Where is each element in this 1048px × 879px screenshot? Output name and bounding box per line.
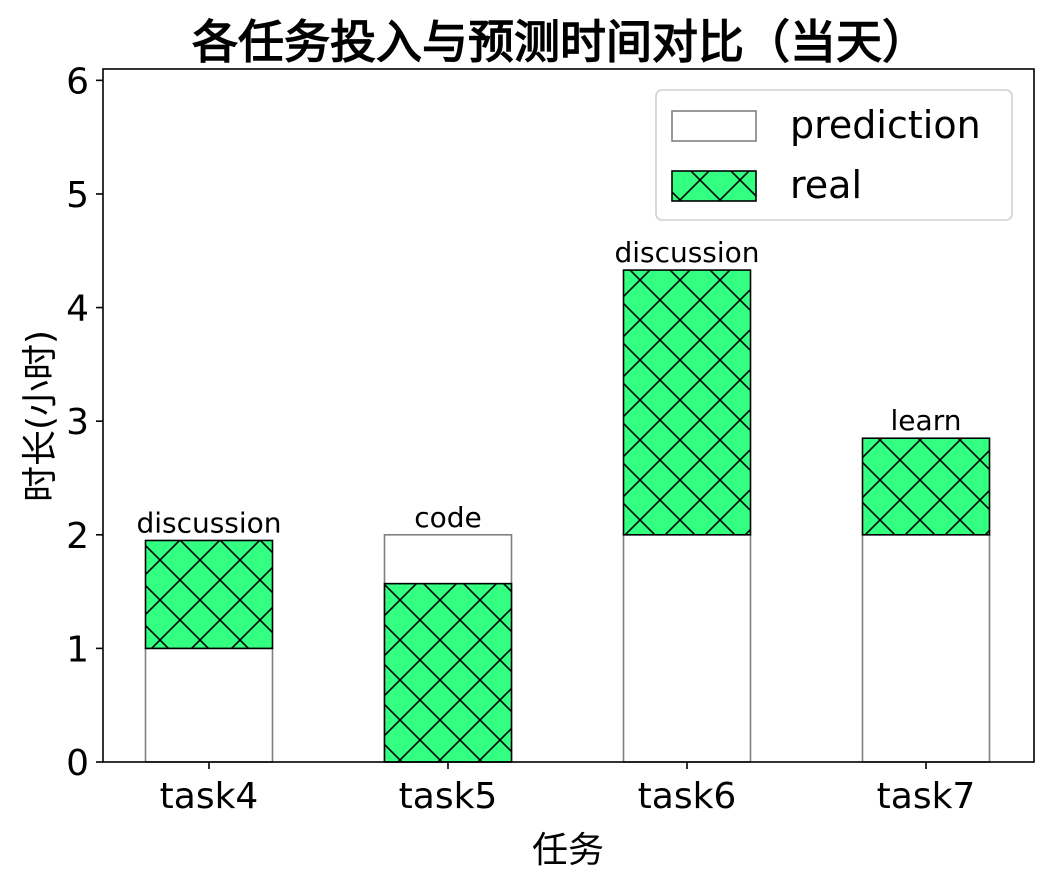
legend-swatch-real: [671, 170, 757, 202]
x-tick-label: task7: [877, 776, 976, 817]
bar-prediction-task7: [861, 533, 991, 763]
x-tick-label: task6: [638, 776, 737, 817]
bar-annotation: learn: [891, 404, 962, 437]
x-tick-label: task5: [399, 776, 498, 817]
y-tick-label: 5: [66, 175, 89, 216]
bar-annotation: code: [414, 501, 482, 534]
legend-label-prediction: prediction: [790, 103, 981, 147]
y-tick-label: 3: [66, 402, 89, 443]
legend: prediction real: [655, 89, 1013, 221]
bar-annotation: discussion: [614, 236, 759, 269]
y-tick-label: 6: [66, 61, 89, 102]
plot-area: 0 1 2 3 4 5 6 task4 task5 task6 task7 discussion c…: [66, 61, 1035, 817]
y-axis-label: 时长(小时): [20, 330, 61, 502]
bar-real-task4: [144, 539, 274, 650]
x-tick-label: task4: [160, 776, 259, 817]
bar-real-task6: [622, 269, 752, 536]
y-tick-label: 1: [66, 629, 89, 670]
y-tick-label: 0: [66, 743, 89, 784]
legend-swatch-prediction: [671, 110, 757, 142]
plot-frame: [102, 68, 1035, 763]
x-axis-label: 任务: [532, 830, 604, 871]
y-tick-label: 2: [66, 516, 89, 557]
bar-real-task5: [383, 582, 513, 763]
bar-real-task7: [861, 437, 991, 536]
chart-title: 各任务投入与预测时间对比（当天）: [192, 15, 928, 69]
legend-label-real: real: [790, 163, 862, 207]
bar-prediction-task4: [144, 647, 274, 763]
bar-prediction-task6: [622, 533, 752, 763]
y-tick-label: 4: [66, 289, 89, 330]
bar-annotation: discussion: [136, 506, 281, 539]
